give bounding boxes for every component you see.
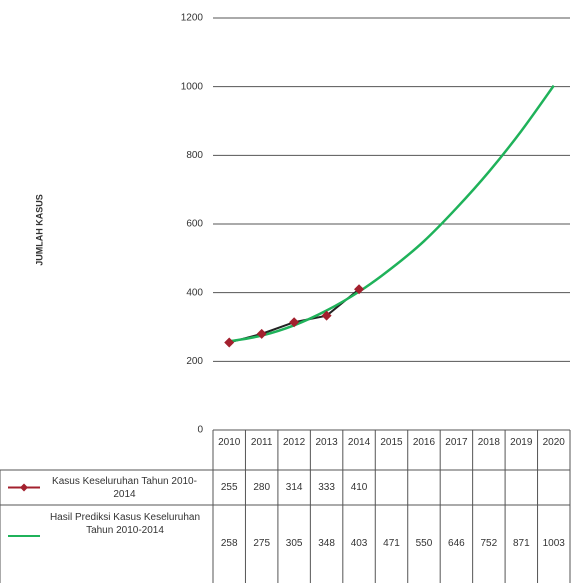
- data-table-value: 550: [415, 538, 433, 549]
- data-table-value: 752: [480, 538, 498, 549]
- y-tick-label: 200: [186, 356, 203, 367]
- y-tick-label: 0: [197, 425, 203, 436]
- data-table-value: 1003: [542, 538, 565, 549]
- data-table-value: 646: [448, 538, 465, 549]
- y-tick-label: 1000: [181, 81, 204, 92]
- series-line: [229, 84, 555, 343]
- x-tick-label: 2010: [218, 437, 241, 448]
- data-table-value: 305: [285, 538, 303, 549]
- legend-key: [20, 483, 28, 492]
- marker: [321, 310, 332, 321]
- x-tick-label: 2015: [380, 437, 403, 448]
- data-table-value: 275: [253, 538, 271, 549]
- marker: [224, 337, 235, 348]
- legend-label: Hasil Prediksi Kasus Keseluruhan Tahun 2…: [49, 512, 201, 536]
- data-table-value: 280: [253, 481, 271, 493]
- x-tick-label: 2011: [250, 437, 273, 448]
- x-tick-label: 2012: [283, 437, 306, 448]
- data-table-value: 871: [512, 538, 530, 549]
- x-tick-label: 2013: [315, 437, 338, 448]
- data-table-value: 410: [350, 481, 368, 493]
- marker: [256, 328, 267, 339]
- data-table-value: 471: [383, 538, 400, 549]
- y-tick-label: 400: [186, 287, 203, 298]
- data-table-value: 255: [220, 481, 238, 493]
- x-tick-label: 2016: [412, 437, 436, 448]
- marker: [289, 317, 300, 328]
- data-table-value: 348: [318, 538, 335, 549]
- data-table-value: 403: [350, 538, 368, 549]
- y-axis-title: JUMLAH KASUS: [34, 194, 44, 266]
- series-line: [228, 288, 360, 344]
- data-table-value: 258: [220, 538, 238, 549]
- x-tick-label: 2019: [510, 437, 533, 448]
- y-tick-label: 800: [186, 150, 203, 161]
- legend-label: Kasus Keseluruhan Tahun 2010-2014: [52, 476, 197, 500]
- x-tick-label: 2017: [445, 437, 468, 448]
- x-tick-label: 2020: [542, 437, 565, 448]
- x-tick-label: 2018: [477, 437, 500, 448]
- x-tick-label: 2014: [347, 437, 371, 448]
- marker: [354, 284, 365, 295]
- data-table-value: 314: [285, 481, 303, 493]
- y-tick-label: 600: [186, 219, 203, 230]
- y-tick-label: 1200: [181, 13, 204, 24]
- data-table-value: 333: [318, 481, 335, 493]
